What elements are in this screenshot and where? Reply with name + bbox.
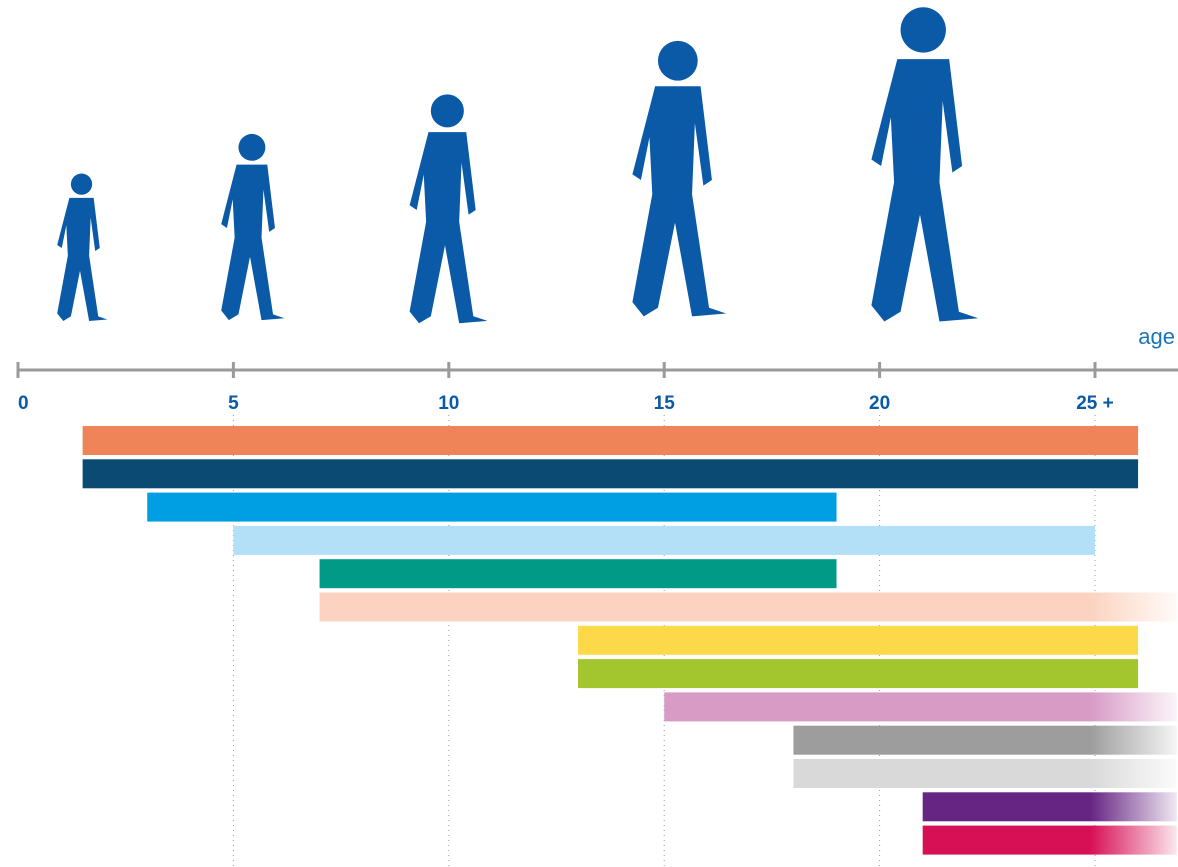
teenager (632, 41, 726, 316)
range-bar (83, 459, 1138, 488)
range-bar (923, 792, 1177, 821)
x-tick-label: 5 (228, 393, 239, 414)
range-bar (320, 593, 1177, 622)
x-axis-label: age (1138, 324, 1175, 349)
range-bar (664, 692, 1177, 721)
x-tick-label: 20 (869, 393, 890, 414)
range-bar (233, 526, 1095, 555)
x-tick-label: 0 (18, 393, 29, 414)
range-bar (147, 493, 836, 522)
range-bar (923, 826, 1177, 855)
range-bar (793, 726, 1176, 755)
range-bar (578, 626, 1138, 655)
child (221, 134, 284, 320)
x-tick-label: 10 (438, 393, 459, 414)
adult (871, 7, 978, 321)
range-bar (578, 659, 1138, 688)
range-bar (83, 426, 1138, 455)
range-bar (793, 759, 1176, 788)
range-bar (320, 559, 837, 588)
schoolkid (410, 94, 488, 323)
toddler (57, 174, 107, 321)
x-tick-label: 15 (654, 393, 676, 414)
silhouettes (57, 7, 978, 323)
x-tick-label: 25 + (1076, 393, 1114, 414)
chart: age 0 5 10 15 20 25 + (0, 0, 1178, 867)
